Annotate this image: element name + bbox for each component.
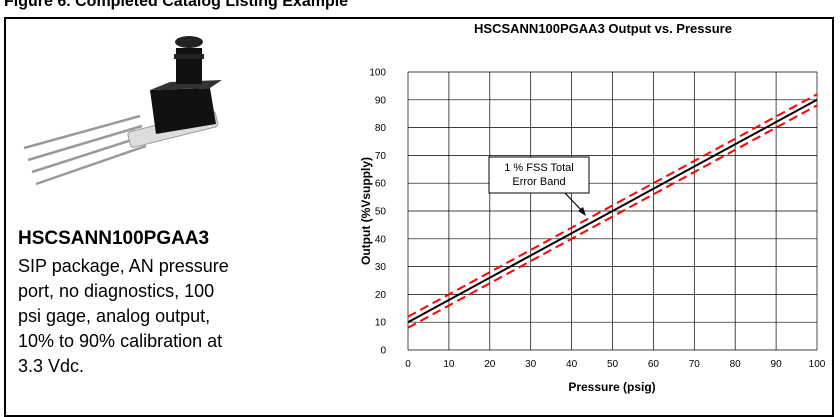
annotation-text: 1 % FSS Total [504,162,574,174]
x-tick-label: 100 [809,359,826,370]
y-axis-label: Output (%Vsupply) [359,157,373,265]
x-tick-label: 90 [771,359,783,370]
annotation-text: Error Band [512,176,565,188]
x-tick-label: 60 [648,359,660,370]
x-tick-label: 30 [525,359,537,370]
y-tick-label: 40 [375,234,387,245]
x-tick-label: 0 [405,359,411,370]
x-tick-label: 10 [443,359,455,370]
y-tick-label: 90 [375,95,387,106]
x-axis-label: Pressure (psig) [568,380,655,394]
page: Figure 6. Completed Catalog Listing Exam… [0,0,840,412]
chart: HSCSANN100PGAA3 Output vs. Pressure Pres… [0,0,840,412]
x-tick-label: 70 [689,359,701,370]
y-tick-label: 80 [375,123,387,134]
x-tick-label: 50 [607,359,619,370]
y-tick-label: 30 [375,262,387,273]
y-tick-label: 0 [380,346,386,357]
y-tick-label: 10 [375,318,387,329]
y-tick-label: 60 [375,179,387,190]
y-tick-label: 100 [369,68,386,79]
x-tick-label: 20 [484,359,496,370]
chart-title: HSCSANN100PGAA3 Output vs. Pressure [474,21,732,36]
x-tick-label: 40 [566,359,578,370]
x-tick-label: 80 [730,359,742,370]
y-tick-label: 20 [375,290,387,301]
y-tick-label: 70 [375,151,387,162]
y-tick-label: 50 [375,207,387,218]
